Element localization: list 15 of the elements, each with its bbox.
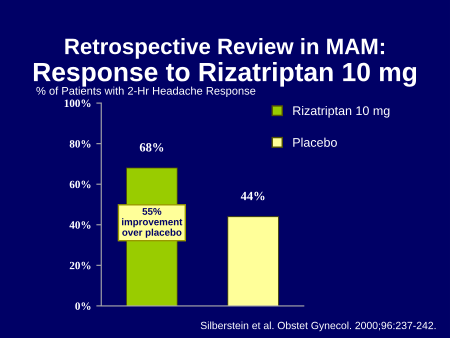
data-label: 44% [240,192,264,200]
y-axis-title: % of Patients with 2-Hr Headache Response [36,86,256,97]
legend-label: Rizatriptan 10 mg [293,106,390,118]
y-tick-label: 60% [70,180,90,188]
y-tick-label: 80% [70,140,90,148]
y-tick-label: 40% [69,221,90,229]
chart-title: Retrospective Review in MAM: [65,38,384,59]
y-tick-label: 0% [75,302,90,310]
legend-label: Placebo [293,138,337,147]
chart-subtitle: Response to Rizatriptan 10 mg [34,62,416,87]
y-tick-label: 20% [70,262,90,270]
y-tick-label: 100% [64,100,90,108]
annotation: 55% improvement over placebo [122,208,182,238]
data-label: 68% [140,143,164,152]
text: Silberstein et al. Obstet Gynecol. 2000;96:237-242. [200,322,436,332]
